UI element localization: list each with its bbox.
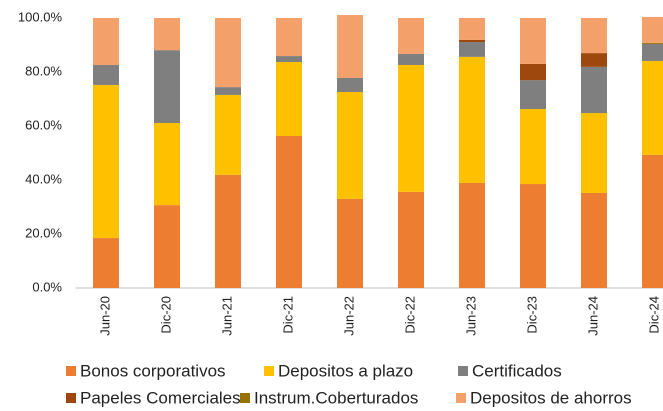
bar-segment [459, 39, 485, 43]
bar-segment [520, 108, 546, 185]
bar-segment [520, 63, 546, 81]
bar-segment [581, 53, 607, 67]
x-tick-label: Dic-22 [402, 296, 417, 334]
legend-label: Bonos corporativos [80, 361, 226, 380]
x-tick-label: Dic-21 [280, 296, 295, 334]
bar-segment [93, 238, 119, 288]
bar-segment [581, 66, 607, 114]
bar-segment [154, 205, 180, 288]
bar-segment [154, 50, 180, 124]
bar-segment [337, 15, 363, 78]
legend-swatch [66, 393, 76, 403]
bar-segment [459, 42, 485, 57]
legend-label: Depositos de ahorros [470, 388, 632, 407]
bar-segment [93, 18, 119, 65]
y-tick-label: 0.0% [32, 279, 62, 294]
bar-segment [215, 87, 241, 95]
bar-segment [398, 64, 424, 192]
bar-segment [154, 123, 180, 206]
legend-label: Instrum.Coberturados [254, 388, 418, 407]
bar-segment [581, 192, 607, 288]
bar-segment [642, 43, 663, 61]
legend-label: Papeles Comerciales [80, 388, 241, 407]
legend-swatch [66, 366, 76, 376]
bar-segment [642, 154, 663, 288]
legend-swatch [240, 393, 250, 403]
bar-segment [276, 56, 302, 63]
bar-segment [154, 18, 180, 51]
x-tick-label: Dic-23 [524, 296, 539, 334]
y-tick-label: 40.0% [25, 171, 62, 186]
bar-segment [520, 18, 546, 64]
bar-segment [93, 84, 119, 239]
bar-segment [459, 18, 485, 40]
bar-segment [520, 80, 546, 109]
legend-label: Certificados [472, 361, 562, 380]
bar-segment [520, 184, 546, 288]
bar-segment [459, 182, 485, 288]
bar-segment [642, 16, 663, 43]
bar-segment [581, 18, 607, 54]
x-tick-label: Jun-21 [219, 296, 234, 336]
bar-segment [276, 62, 302, 136]
bar-segment [276, 18, 302, 57]
legend-label: Depositos a plazo [278, 361, 413, 380]
bar-segment [215, 174, 241, 288]
bar-segment [337, 198, 363, 288]
legend-swatch [456, 393, 466, 403]
legend-swatch [264, 366, 274, 376]
bar-segment [398, 191, 424, 288]
bar-segment [642, 60, 663, 155]
y-tick-label: 80.0% [25, 63, 62, 78]
y-tick-label: 100.0% [18, 9, 63, 24]
bar-segment [581, 113, 607, 193]
x-tick-label: Dic-20 [158, 296, 173, 334]
bar-segment [276, 135, 302, 288]
bar-segment [398, 18, 424, 54]
bar-segment [642, 42, 663, 44]
bar-segment [398, 53, 424, 65]
y-tick-label: 20.0% [25, 225, 62, 240]
x-tick-label: Jun-23 [463, 296, 478, 336]
bar-segment [337, 91, 363, 199]
bar-segment [459, 56, 485, 183]
x-tick-label: Dic-24 [646, 296, 661, 334]
bar-segment [337, 77, 363, 92]
y-tick-label: 60.0% [25, 117, 62, 132]
x-tick-label: Jun-20 [97, 296, 112, 336]
bar-segment [215, 94, 241, 175]
bar-segment [93, 64, 119, 85]
legend-swatch [458, 366, 468, 376]
x-tick-label: Jun-24 [585, 296, 600, 336]
x-tick-label: Jun-22 [341, 296, 356, 336]
bar-segment [215, 18, 241, 88]
